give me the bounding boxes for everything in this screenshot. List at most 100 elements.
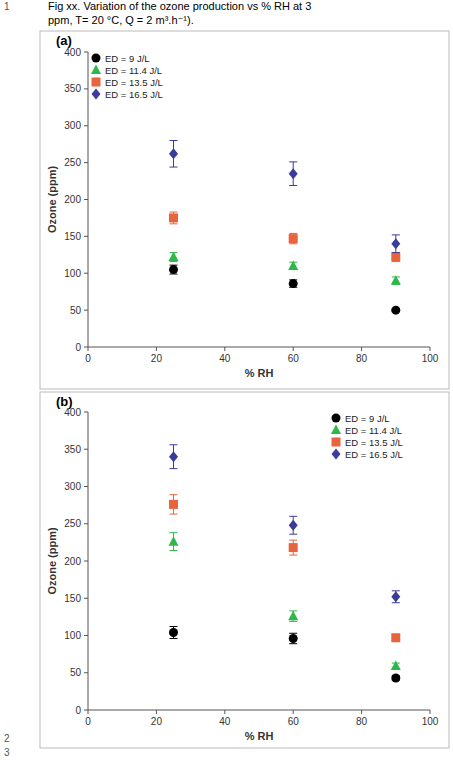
y-tick-label: 150 <box>64 593 81 604</box>
line-number: 1 <box>4 1 10 12</box>
legend-label: ED = 11.4 J/L <box>105 65 162 76</box>
y-tick-label: 150 <box>64 231 81 242</box>
y-tick <box>84 162 88 163</box>
point <box>169 628 178 637</box>
legend-marker <box>91 65 101 75</box>
error-bar <box>170 265 178 274</box>
y-tick <box>84 310 88 311</box>
x-tick <box>224 347 225 351</box>
x-tick <box>361 710 362 714</box>
point <box>391 275 401 285</box>
y-tick-label: 250 <box>64 518 81 529</box>
legend-label: ED = 11.4 J/L <box>345 425 402 436</box>
error-bar <box>170 445 178 469</box>
legend-label: ED = 9 J/L <box>105 53 150 64</box>
x-axis <box>88 710 430 711</box>
error-cap <box>170 140 178 141</box>
point <box>289 168 298 179</box>
y-tick <box>84 635 88 636</box>
legend-marker <box>331 425 341 435</box>
line-number: 2 <box>4 733 10 744</box>
error-cap <box>289 185 297 186</box>
error-bar <box>289 611 297 621</box>
error-cap <box>170 550 178 551</box>
x-tick <box>156 710 157 714</box>
error-bar <box>289 162 297 186</box>
line-number: 3 <box>4 747 10 758</box>
x-tick <box>293 710 294 714</box>
legend-marker <box>332 449 341 460</box>
panel-frame <box>40 392 449 748</box>
panel-frame <box>40 31 449 389</box>
x-tick-label: 20 <box>151 716 163 727</box>
y-tick <box>84 236 88 237</box>
x-axis <box>88 347 430 348</box>
x-tick-label: 60 <box>288 716 300 727</box>
error-cap <box>289 540 297 541</box>
error-bar <box>170 495 178 514</box>
point <box>169 213 178 222</box>
x-tick-label: 60 <box>288 353 300 364</box>
y-tick-label: 200 <box>64 556 81 567</box>
point <box>289 543 298 552</box>
y-tick <box>84 52 88 53</box>
error-bar <box>289 633 297 643</box>
point <box>289 634 298 643</box>
y-tick <box>84 347 88 348</box>
point <box>391 591 400 602</box>
y-tick <box>84 672 88 673</box>
caption: ppm, T= 20 °C, Q = 2 m³.h⁻¹). <box>48 14 194 26</box>
y-tick-label: 50 <box>70 667 82 678</box>
page: Fig xx. Variation of the ozone productio… <box>0 0 453 760</box>
error-bar <box>392 591 400 603</box>
y-tick-label: 250 <box>64 157 81 168</box>
legend-label: ED = 13.5 J/L <box>105 77 163 88</box>
error-cap <box>392 590 400 591</box>
y-tick-label: 350 <box>64 83 81 94</box>
point <box>391 253 400 262</box>
y-tick <box>84 449 88 450</box>
error-cap <box>289 621 297 622</box>
legend-marker <box>332 414 341 423</box>
error-bar <box>289 540 297 555</box>
error-cap <box>392 252 400 253</box>
y-tick-label: 0 <box>75 705 81 716</box>
y-tick <box>84 523 88 524</box>
legend: ED = 9 J/LED = 11.4 J/LED = 13.5 J/LED =… <box>91 53 163 100</box>
error-cap <box>289 161 297 162</box>
x-tick <box>224 710 225 714</box>
error-cap <box>289 633 297 634</box>
legend-label: ED = 16.5 J/L <box>105 89 163 100</box>
error-cap <box>170 261 178 262</box>
error-cap <box>170 532 178 533</box>
point <box>169 536 179 546</box>
y-tick-label: 400 <box>64 47 81 58</box>
caption: Fig xx. Variation of the ozone productio… <box>48 0 311 12</box>
error-cap <box>392 602 400 603</box>
data-layer <box>169 445 401 683</box>
point <box>169 451 178 462</box>
x-tick <box>156 347 157 351</box>
error-cap <box>170 514 178 515</box>
error-cap <box>170 167 178 168</box>
y-tick-label: 50 <box>70 305 82 316</box>
point <box>289 234 298 243</box>
x-tick <box>88 710 89 714</box>
error-bar <box>289 516 297 534</box>
y-tick <box>84 125 88 126</box>
legend-marker <box>332 438 341 447</box>
legend-label: ED = 9 J/L <box>345 413 390 424</box>
error-cap <box>289 243 297 244</box>
error-cap <box>392 234 400 235</box>
data-layer <box>169 141 401 315</box>
error-bar <box>170 533 178 551</box>
legend-label: ED = 13.5 J/L <box>345 437 403 448</box>
x-tick-label: 20 <box>151 353 163 364</box>
x-tick <box>293 347 294 351</box>
point <box>391 238 400 249</box>
x-tick <box>88 347 89 351</box>
error-bar <box>289 280 297 287</box>
x-tick <box>430 347 431 351</box>
legend: ED = 9 J/LED = 11.4 J/LED = 13.5 J/LED =… <box>331 413 403 460</box>
x-tick-label: 0 <box>85 716 91 727</box>
